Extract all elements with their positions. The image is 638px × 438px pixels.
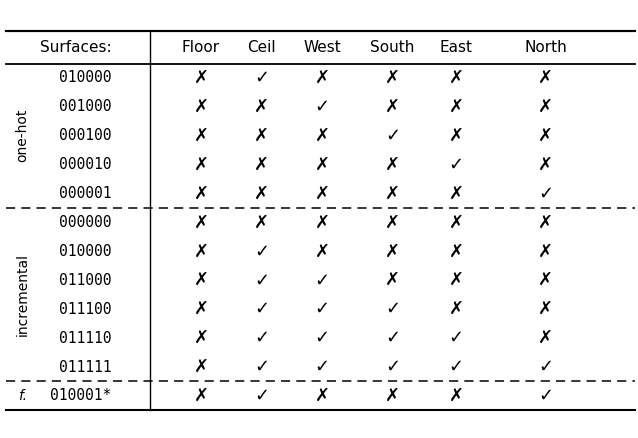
Text: ✓: ✓	[254, 271, 269, 290]
Text: 011100: 011100	[59, 302, 112, 317]
Text: ✗: ✗	[449, 69, 464, 87]
Text: ✓: ✓	[538, 387, 553, 405]
Text: ✗: ✗	[193, 213, 209, 232]
Text: ✗: ✗	[538, 271, 553, 290]
Text: Surfaces:: Surfaces:	[40, 39, 112, 55]
Text: ✓: ✓	[385, 300, 400, 318]
Text: ✗: ✗	[385, 242, 400, 261]
Text: ✓: ✓	[315, 300, 330, 318]
Text: ✓: ✓	[449, 155, 464, 174]
Text: ✓: ✓	[385, 358, 400, 376]
Text: ✓: ✓	[254, 242, 269, 261]
Text: ✓: ✓	[315, 329, 330, 347]
Text: ✓: ✓	[315, 98, 330, 116]
Text: ✗: ✗	[193, 329, 209, 347]
Text: 011000: 011000	[59, 273, 112, 288]
Text: ✗: ✗	[538, 329, 553, 347]
Text: 000000: 000000	[59, 215, 112, 230]
Text: 000100: 000100	[59, 128, 112, 143]
Text: ✗: ✗	[254, 213, 269, 232]
Text: 010000: 010000	[59, 71, 112, 85]
Text: ✗: ✗	[385, 184, 400, 203]
Text: ✗: ✗	[385, 69, 400, 87]
Text: ✗: ✗	[193, 358, 209, 376]
Text: ✗: ✗	[449, 184, 464, 203]
Text: ✗: ✗	[385, 98, 400, 116]
Text: ✗: ✗	[315, 69, 330, 87]
Text: ✗: ✗	[254, 98, 269, 116]
Text: ✗: ✗	[538, 98, 553, 116]
Text: ✓: ✓	[254, 387, 269, 405]
Text: ✓: ✓	[254, 69, 269, 87]
Text: ✗: ✗	[538, 127, 553, 145]
Text: ✗: ✗	[385, 213, 400, 232]
Text: East: East	[440, 39, 473, 55]
Text: ✗: ✗	[315, 155, 330, 174]
Text: ✗: ✗	[449, 242, 464, 261]
Text: one-hot: one-hot	[15, 109, 29, 162]
Text: ✗: ✗	[193, 271, 209, 290]
Text: ✗: ✗	[385, 271, 400, 290]
Text: incremental: incremental	[15, 253, 29, 336]
Text: 000010: 000010	[59, 157, 112, 172]
Text: ✗: ✗	[193, 98, 209, 116]
Text: f.: f.	[18, 389, 27, 403]
Text: Ceil: Ceil	[248, 39, 276, 55]
Text: ✗: ✗	[315, 242, 330, 261]
Text: ✓: ✓	[385, 329, 400, 347]
Text: ✓: ✓	[315, 358, 330, 376]
Text: 011110: 011110	[59, 331, 112, 346]
Text: ✗: ✗	[538, 69, 553, 87]
Text: ✗: ✗	[449, 271, 464, 290]
Text: ✗: ✗	[538, 155, 553, 174]
Text: ✗: ✗	[254, 155, 269, 174]
Text: ✓: ✓	[254, 329, 269, 347]
Text: ✗: ✗	[449, 300, 464, 318]
Text: ✗: ✗	[254, 184, 269, 203]
Text: ✗: ✗	[193, 387, 209, 405]
Text: 010000: 010000	[59, 244, 112, 259]
Text: ✗: ✗	[315, 184, 330, 203]
Text: ✓: ✓	[538, 184, 553, 203]
Text: 010001*: 010001*	[50, 389, 112, 403]
Text: ✗: ✗	[538, 300, 553, 318]
Text: 011111: 011111	[59, 360, 112, 374]
Text: ✗: ✗	[385, 155, 400, 174]
Text: West: West	[303, 39, 341, 55]
Text: ✗: ✗	[193, 155, 209, 174]
Text: ✗: ✗	[449, 387, 464, 405]
Text: ✗: ✗	[385, 387, 400, 405]
Text: 000001: 000001	[59, 186, 112, 201]
Text: ✓: ✓	[385, 127, 400, 145]
Text: ✓: ✓	[315, 271, 330, 290]
Text: Floor: Floor	[182, 39, 220, 55]
Text: ✗: ✗	[254, 127, 269, 145]
Text: ✗: ✗	[538, 213, 553, 232]
Text: North: North	[524, 39, 567, 55]
Text: ✗: ✗	[449, 127, 464, 145]
Text: ✗: ✗	[193, 127, 209, 145]
Text: ✓: ✓	[254, 300, 269, 318]
Text: 001000: 001000	[59, 99, 112, 114]
Text: South: South	[370, 39, 415, 55]
Text: ✗: ✗	[538, 242, 553, 261]
Text: ✓: ✓	[538, 358, 553, 376]
Text: ✓: ✓	[449, 329, 464, 347]
Text: ✗: ✗	[193, 300, 209, 318]
Text: ✗: ✗	[449, 213, 464, 232]
Text: ✗: ✗	[315, 127, 330, 145]
Text: ✗: ✗	[193, 242, 209, 261]
Text: ✗: ✗	[315, 387, 330, 405]
Text: ✓: ✓	[449, 358, 464, 376]
Text: ✗: ✗	[315, 213, 330, 232]
Text: ✓: ✓	[254, 358, 269, 376]
Text: ✗: ✗	[193, 184, 209, 203]
Text: ✗: ✗	[449, 98, 464, 116]
Text: ✗: ✗	[193, 69, 209, 87]
